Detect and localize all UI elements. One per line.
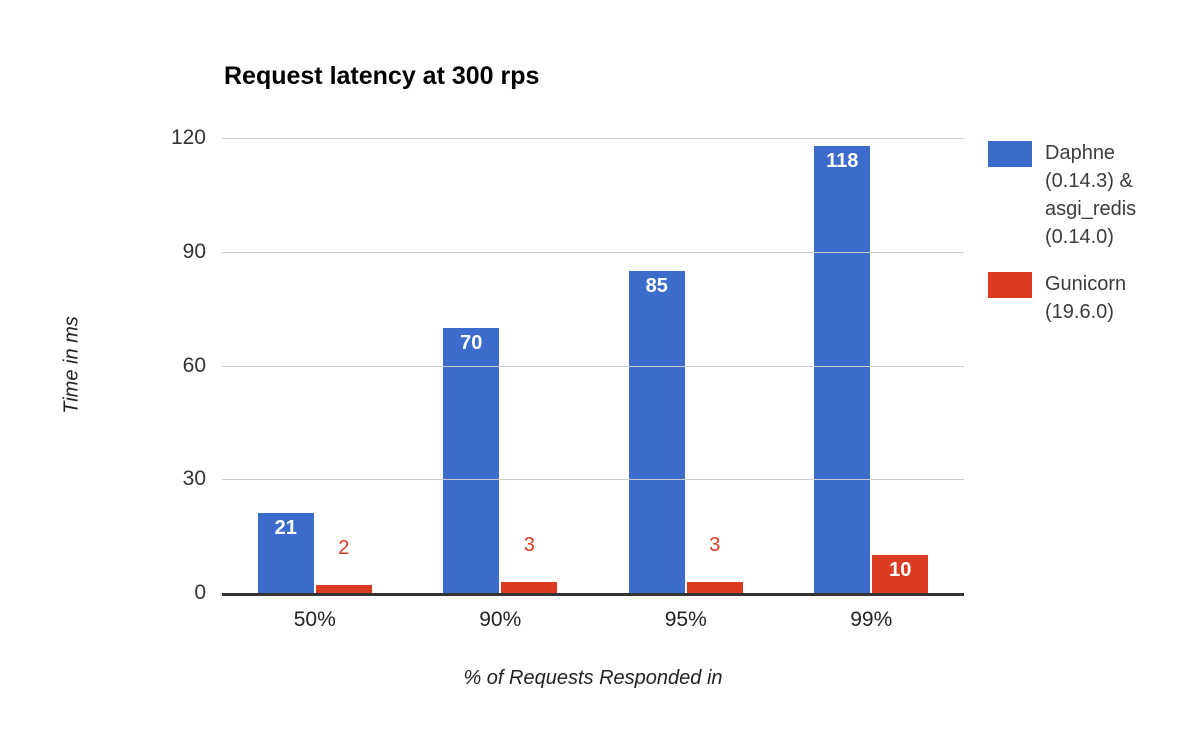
bar-value-label: 118 — [826, 150, 859, 172]
bar-group: 21 2 — [222, 138, 408, 593]
bar-groups: 21 2 70 3 85 3 118 10 — [222, 138, 964, 593]
y-tick-label: 60 — [182, 353, 206, 377]
x-axis-tick-labels: 50% 90% 95% 99% — [222, 608, 964, 632]
y-tick-label: 90 — [182, 239, 206, 263]
y-axis-title: Time in ms — [60, 316, 83, 414]
legend-swatch — [988, 272, 1032, 298]
gridline — [222, 365, 964, 367]
gridline — [222, 251, 964, 253]
legend-label-line: (0.14.3) & — [1045, 170, 1133, 192]
legend-entry: Daphne (0.14.3) & asgi_redis (0.14.0) — [988, 139, 1180, 251]
bar-value-label: 10 — [889, 559, 912, 581]
x-axis-baseline — [222, 593, 964, 596]
bar-group: 118 10 — [779, 138, 965, 593]
chart-title: Request latency at 300 rps — [224, 62, 540, 90]
x-tick-label: 95% — [664, 608, 707, 631]
legend-label: Daphne (0.14.3) & asgi_redis (0.14.0) — [1045, 139, 1136, 251]
y-tick-label: 0 — [194, 581, 206, 604]
bar-gunicorn: 2 — [315, 538, 372, 593]
y-tick-label: 120 — [170, 126, 206, 149]
bar-daphne: 70 — [443, 328, 500, 593]
bar-daphne: 21 — [257, 513, 314, 593]
bar-pair: 85 3 — [628, 271, 743, 593]
y-tick-label: 30 — [182, 467, 206, 491]
x-tick-label: 99% — [850, 608, 893, 631]
bar-group: 85 3 — [593, 138, 779, 593]
legend-label-line: (0.14.0) — [1045, 226, 1114, 248]
bar-value-label: 70 — [460, 332, 483, 354]
bar-value-label: 2 — [338, 537, 350, 559]
bar-gunicorn: 3 — [501, 535, 558, 593]
bar-daphne: 118 — [814, 146, 871, 593]
bar-value-label: 3 — [523, 534, 535, 556]
bar-gunicorn: 10 — [872, 555, 929, 593]
bar-value-label: 21 — [274, 517, 297, 539]
legend: Daphne (0.14.3) & asgi_redis (0.14.0) Gunico… — [988, 139, 1180, 345]
legend-label-line: Gunicorn — [1045, 273, 1127, 295]
x-tick-label: 50% — [293, 608, 336, 631]
gridline — [222, 138, 964, 139]
bar-daphne: 85 — [628, 271, 685, 593]
legend-label-line: (19.6.0) — [1045, 301, 1114, 323]
bar-pair: 21 2 — [257, 513, 372, 593]
bar-pair: 118 10 — [814, 146, 929, 593]
bar-group: 70 3 — [408, 138, 594, 593]
x-axis-title: % of Requests Responded in — [463, 667, 723, 689]
legend-label-line: Daphne — [1045, 142, 1116, 164]
legend-label: Gunicorn (19.6.0) — [1045, 270, 1126, 326]
legend-entry: Gunicorn (19.6.0) — [988, 270, 1180, 326]
legend-label-line: asgi_redis — [1045, 198, 1137, 220]
bar-value-label: 3 — [709, 534, 721, 556]
plot-area: 21 2 70 3 85 3 118 10 — [222, 138, 964, 596]
bar-value-label: 85 — [645, 275, 668, 297]
bar-gunicorn: 3 — [686, 535, 743, 593]
x-tick-label: 90% — [479, 608, 522, 631]
gridline — [222, 479, 964, 481]
legend-swatch — [988, 141, 1032, 167]
bar-pair: 70 3 — [443, 328, 558, 593]
y-axis-tick-labels: 0 30 60 90 120 — [120, 126, 206, 604]
